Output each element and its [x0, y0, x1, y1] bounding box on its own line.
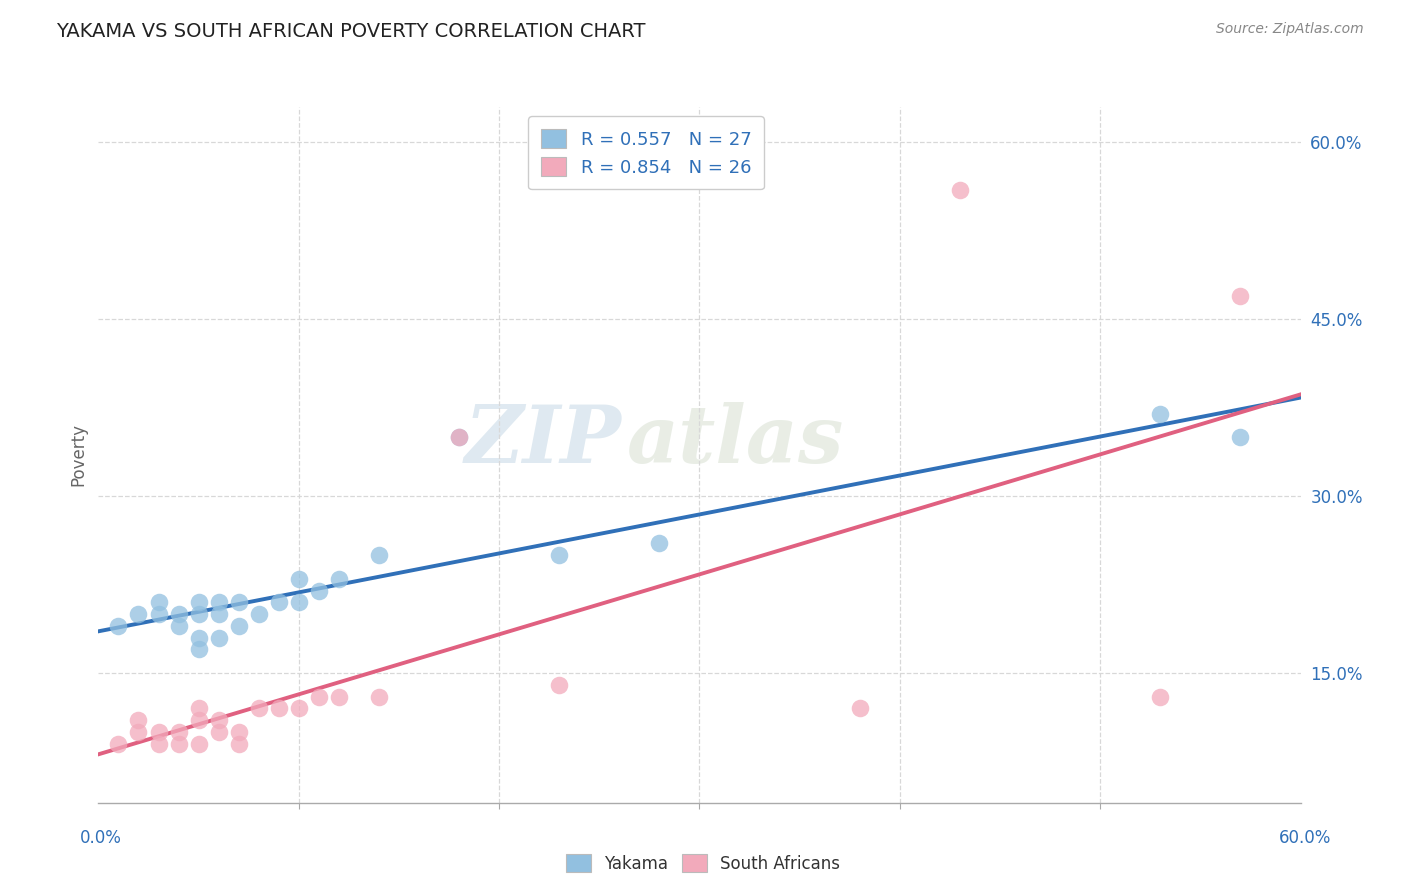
Point: [148, 607, 170, 621]
Text: 60.0%: 60.0%: [1278, 829, 1331, 847]
Point: [447, 430, 470, 444]
Point: [228, 725, 250, 739]
Point: [167, 619, 190, 633]
Point: [328, 572, 350, 586]
Point: [167, 607, 190, 621]
Point: [107, 619, 129, 633]
Point: [247, 701, 270, 715]
Point: [228, 595, 250, 609]
Point: [288, 595, 311, 609]
Point: [288, 701, 311, 715]
Point: [187, 631, 209, 645]
Point: [208, 631, 231, 645]
Point: [648, 536, 671, 550]
Point: [128, 607, 150, 621]
Point: [368, 548, 391, 562]
Point: [208, 713, 231, 727]
Point: [107, 737, 129, 751]
Point: [167, 737, 190, 751]
Y-axis label: Poverty: Poverty: [69, 424, 87, 486]
Point: [208, 725, 231, 739]
Point: [548, 678, 571, 692]
Point: [167, 725, 190, 739]
Legend: Yakama, South Africans: Yakama, South Africans: [560, 847, 846, 880]
Point: [208, 607, 231, 621]
Point: [187, 737, 209, 751]
Point: [308, 583, 330, 598]
Point: [187, 701, 209, 715]
Point: [208, 595, 231, 609]
Point: [1149, 407, 1171, 421]
Point: [148, 725, 170, 739]
Text: ZIP: ZIP: [464, 402, 621, 480]
Point: [148, 737, 170, 751]
Point: [1229, 430, 1251, 444]
Point: [187, 607, 209, 621]
Point: [228, 619, 250, 633]
Point: [228, 737, 250, 751]
Point: [128, 713, 150, 727]
Text: 0.0%: 0.0%: [80, 829, 122, 847]
Point: [148, 595, 170, 609]
Point: [1229, 289, 1251, 303]
Point: [247, 607, 270, 621]
Point: [308, 690, 330, 704]
Point: [288, 572, 311, 586]
Point: [548, 548, 571, 562]
Point: [447, 430, 470, 444]
Text: Source: ZipAtlas.com: Source: ZipAtlas.com: [1216, 22, 1364, 37]
Text: YAKAMA VS SOUTH AFRICAN POVERTY CORRELATION CHART: YAKAMA VS SOUTH AFRICAN POVERTY CORRELAT…: [56, 22, 645, 41]
Point: [1149, 690, 1171, 704]
Point: [267, 595, 290, 609]
Point: [328, 690, 350, 704]
Legend: R = 0.557   N = 27, R = 0.854   N = 26: R = 0.557 N = 27, R = 0.854 N = 26: [529, 116, 763, 189]
Point: [368, 690, 391, 704]
Point: [187, 713, 209, 727]
Point: [849, 701, 872, 715]
Text: atlas: atlas: [627, 402, 845, 480]
Point: [949, 183, 972, 197]
Point: [128, 725, 150, 739]
Point: [187, 595, 209, 609]
Point: [187, 642, 209, 657]
Point: [267, 701, 290, 715]
